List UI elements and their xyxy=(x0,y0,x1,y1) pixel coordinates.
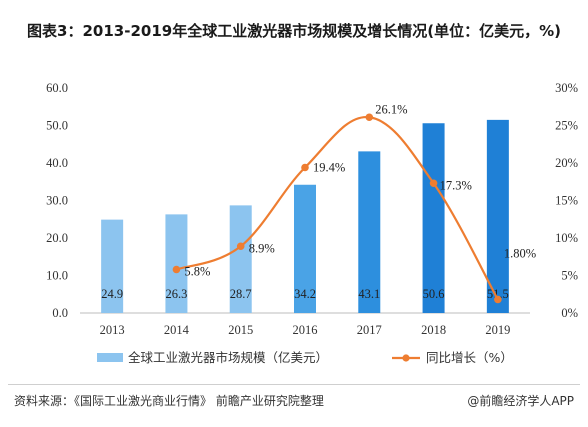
left-tick-label: 50.0 xyxy=(46,119,68,133)
bar-value-label: 34.2 xyxy=(294,287,316,301)
bar-2015 xyxy=(229,205,252,313)
growth-points-group xyxy=(172,113,502,304)
footer: 资料来源：《国际工业激光商业行情》 前瞻产业研究院整理 @前瞻经济学人APP xyxy=(14,392,574,414)
right-tick-label: 10% xyxy=(555,231,578,245)
bar-labels-group: 24.9 26.3 28.7 34.2 43.1 50.6 51.5 xyxy=(101,287,509,301)
bar-2013 xyxy=(101,219,124,313)
left-tick-label: 40.0 xyxy=(46,156,68,170)
bar-value-label: 26.3 xyxy=(165,287,187,301)
legend: 全球工业激光器市场规模（亿美元） 同比增长（%） xyxy=(97,350,513,365)
legend-bar-swatch xyxy=(97,353,123,362)
x-tick-label: 2016 xyxy=(293,323,318,337)
growth-value-label: 26.1% xyxy=(375,102,407,116)
x-tick-label: 2018 xyxy=(421,323,446,337)
bar-value-label: 24.9 xyxy=(101,287,123,301)
right-tick-label: 30% xyxy=(555,81,578,95)
left-tick-label: 30.0 xyxy=(46,194,68,208)
growth-line xyxy=(176,116,499,301)
bar-2014 xyxy=(165,214,188,313)
right-tick-label: 15% xyxy=(555,194,578,208)
bar-2019 xyxy=(486,119,509,313)
growth-value-label: 1.80% xyxy=(504,247,536,261)
bars-group xyxy=(101,119,509,313)
left-axis-ticks: 0.0 10.0 20.0 30.0 40.0 50.0 60.0 xyxy=(46,81,68,320)
growth-point-2016 xyxy=(301,163,309,172)
bar-value-label: 28.7 xyxy=(230,287,252,301)
legend-line-marker xyxy=(402,354,410,362)
left-tick-label: 60.0 xyxy=(46,81,68,95)
growth-point-2018 xyxy=(429,179,438,188)
right-tick-label: 25% xyxy=(555,119,578,133)
x-axis-ticks: 2013 2014 2015 2016 2017 2018 2019 xyxy=(100,323,511,337)
right-tick-label: 20% xyxy=(555,156,578,170)
legend-line-label: 同比增长（%） xyxy=(426,350,513,365)
footer-divider xyxy=(8,384,580,385)
right-axis-ticks: 0% 5% 10% 15% 20% 25% 30% xyxy=(555,81,578,320)
growth-value-label: 5.8% xyxy=(184,265,210,279)
bar-2016 xyxy=(294,184,316,313)
x-tick-label: 2015 xyxy=(228,323,253,337)
x-tick-label: 2014 xyxy=(164,323,190,337)
left-tick-label: 10.0 xyxy=(46,269,68,283)
source-note: 资料来源：《国际工业激光商业行情》 前瞻产业研究院整理 xyxy=(14,394,324,408)
growth-labels-group: 5.8% 8.9% 19.4% 26.1% 17.3% 1.80% xyxy=(184,102,536,278)
right-tick-label: 0% xyxy=(561,306,578,320)
growth-value-label: 17.3% xyxy=(440,178,472,192)
growth-value-label: 8.9% xyxy=(249,241,275,255)
right-tick-label: 5% xyxy=(561,269,578,283)
x-tick-label: 2017 xyxy=(357,323,382,337)
growth-value-label: 19.4% xyxy=(313,161,345,175)
brand-note: @前瞻经济学人APP xyxy=(467,394,574,408)
growth-point-2017 xyxy=(365,113,374,122)
growth-point-2019 xyxy=(494,295,502,304)
bar-value-label: 43.1 xyxy=(358,287,380,301)
x-tick-label: 2013 xyxy=(100,323,125,337)
legend-bar-label: 全球工业激光器市场规模（亿美元） xyxy=(128,350,328,365)
bar-value-label: 50.6 xyxy=(423,287,445,301)
x-tick-label: 2019 xyxy=(485,323,510,337)
left-tick-label: 20.0 xyxy=(46,231,68,245)
chart-title: 图表3：2013-2019年全球工业激光器市场规模及增长情况(单位：亿美元，%) xyxy=(27,22,561,40)
bar-2018 xyxy=(422,123,445,313)
bar-2017 xyxy=(358,151,381,313)
left-tick-label: 0.0 xyxy=(52,306,68,320)
growth-point-2015 xyxy=(236,242,245,251)
growth-point-2014 xyxy=(172,265,181,274)
